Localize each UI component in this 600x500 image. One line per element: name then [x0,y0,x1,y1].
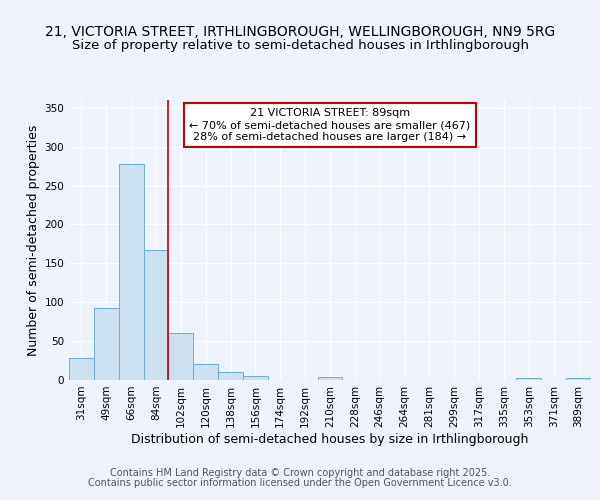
X-axis label: Distribution of semi-detached houses by size in Irthlingborough: Distribution of semi-detached houses by … [131,432,529,446]
Text: Contains public sector information licensed under the Open Government Licence v3: Contains public sector information licen… [88,478,512,488]
Y-axis label: Number of semi-detached properties: Number of semi-detached properties [27,124,40,356]
Text: Size of property relative to semi-detached houses in Irthlingborough: Size of property relative to semi-detach… [71,40,529,52]
Bar [119,164,143,380]
Text: 21, VICTORIA STREET, IRTHLINGBOROUGH, WELLINGBOROUGH, NN9 5RG: 21, VICTORIA STREET, IRTHLINGBOROUGH, WE… [45,26,555,40]
Bar [317,377,343,380]
Text: 21 VICTORIA STREET: 89sqm
← 70% of semi-detached houses are smaller (467)
28% of: 21 VICTORIA STREET: 89sqm ← 70% of semi-… [190,108,470,142]
Bar [218,372,243,380]
Bar [143,250,169,380]
Bar [517,378,541,380]
Bar [243,376,268,380]
Text: Contains HM Land Registry data © Crown copyright and database right 2025.: Contains HM Land Registry data © Crown c… [110,468,490,477]
Bar [69,358,94,380]
Bar [193,364,218,380]
Bar [566,378,591,380]
Bar [169,334,193,380]
Bar [94,308,119,380]
